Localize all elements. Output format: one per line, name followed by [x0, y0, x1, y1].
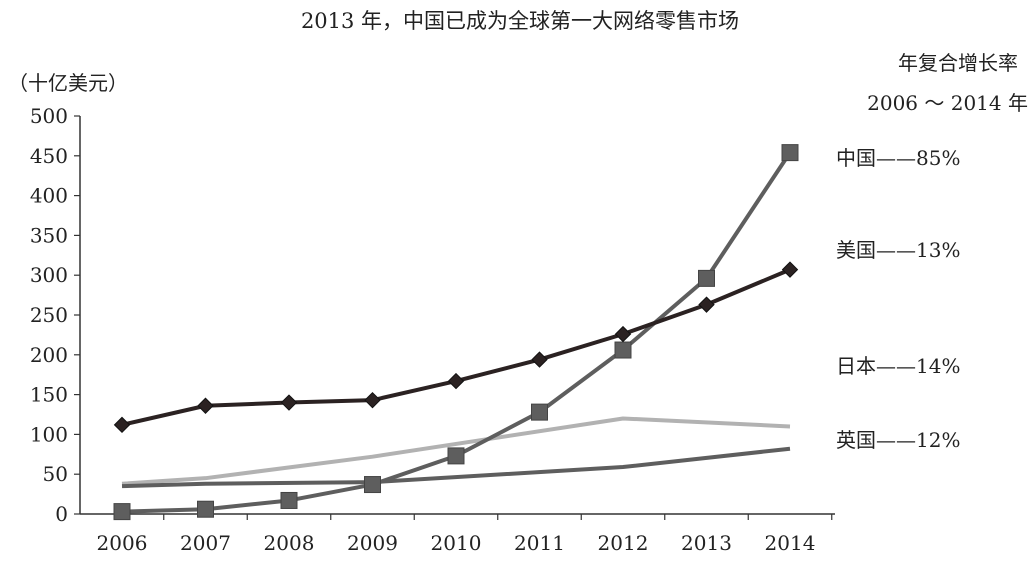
y-axis-label: （十亿美元）	[8, 71, 128, 95]
y-tick-label: 150	[30, 383, 68, 407]
series-markers	[113, 144, 799, 521]
chart-title: 2013 年，中国已成为全球第一大网络零售市场	[301, 9, 739, 33]
y-tick-label: 0	[55, 502, 68, 526]
data-point-square	[197, 500, 214, 518]
data-point-square	[698, 269, 715, 287]
data-point-square	[113, 503, 131, 521]
x-tick-label: 2010	[431, 531, 482, 555]
y-tick-label: 400	[30, 184, 68, 208]
y-tick-label: 300	[30, 263, 68, 287]
x-tick-label: 2008	[264, 531, 315, 555]
series-label-3: 英国——12%	[836, 428, 960, 452]
y-tick-label: 350	[30, 223, 68, 247]
data-point-diamond	[531, 351, 548, 368]
legend-title-line2: 2006 ～ 2014 年	[867, 91, 1028, 115]
y-tick-label: 250	[30, 303, 68, 327]
series-label-2: 日本——14%	[836, 354, 960, 378]
data-point-diamond	[197, 397, 214, 414]
x-tick-label: 2011	[514, 531, 565, 555]
x-tick-label: 2009	[347, 531, 398, 555]
series-label-0: 中国——85%	[836, 146, 960, 170]
x-tick-label: 2012	[598, 531, 649, 555]
data-point-square	[614, 341, 632, 359]
data-point-diamond	[781, 261, 799, 278]
x-tick-label: 2014	[765, 531, 816, 555]
data-point-square	[531, 403, 548, 421]
axes: 0 50 100 150 200 250 300 350 400 450 500 2006 2007 20…	[30, 104, 835, 555]
data-point-square	[781, 144, 799, 162]
legend-title-line1: 年复合增长率	[898, 51, 1018, 75]
y-tick-label: 500	[30, 104, 68, 128]
data-point-square	[364, 476, 381, 494]
data-point-diamond	[698, 296, 715, 313]
y-tick-label: 450	[30, 144, 68, 168]
series-label-1: 美国——13%	[836, 238, 960, 262]
data-point-diamond	[364, 391, 381, 409]
x-tick-label: 2007	[180, 531, 231, 555]
y-tick-label: 50	[43, 462, 68, 486]
data-point-diamond	[280, 394, 298, 411]
data-point-square	[280, 491, 298, 509]
data-point-diamond	[447, 372, 465, 390]
y-tick-label: 200	[30, 343, 68, 367]
data-point-square	[447, 447, 465, 465]
y-tick-label: 100	[30, 422, 68, 446]
series-line-2	[121, 416, 791, 486]
x-tick-label: 2006	[97, 531, 148, 555]
data-point-diamond	[113, 416, 131, 434]
x-tick-label: 2013	[681, 531, 732, 555]
series-labels: 中国——85% 美国——13% 日本——14% 英国——12%	[836, 146, 960, 452]
data-point-diamond	[614, 325, 632, 343]
